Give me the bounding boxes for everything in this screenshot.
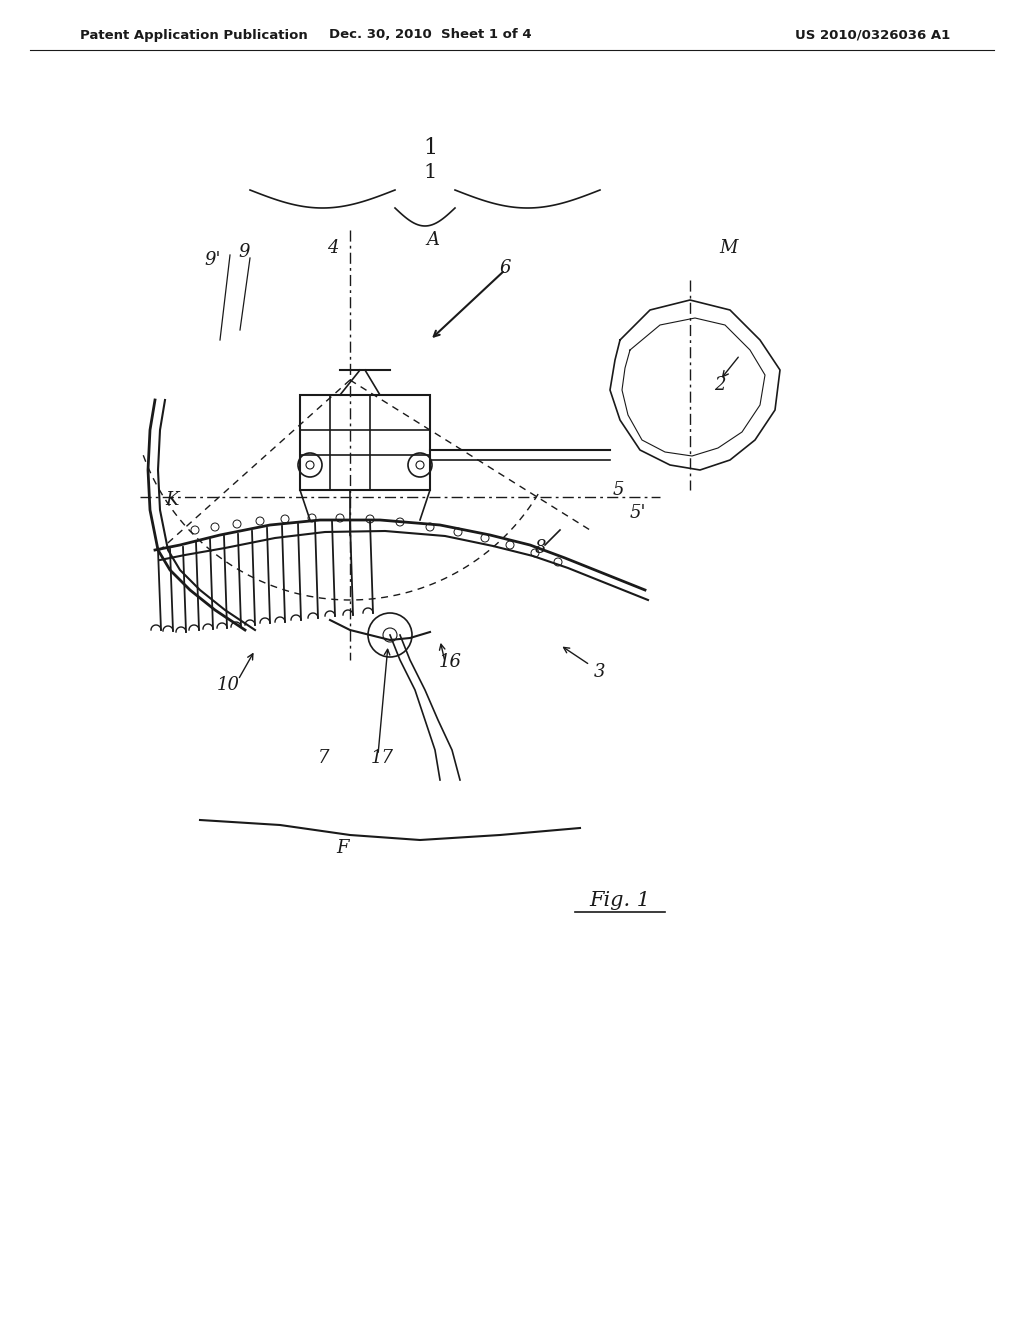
- Text: Patent Application Publication: Patent Application Publication: [80, 29, 308, 41]
- Text: 9: 9: [239, 243, 250, 261]
- Text: Fig. 1: Fig. 1: [590, 891, 650, 909]
- Text: 5: 5: [612, 480, 624, 499]
- Text: 1: 1: [423, 137, 437, 158]
- Text: K: K: [165, 491, 179, 510]
- Text: 5': 5': [630, 504, 646, 521]
- Text: 10: 10: [216, 676, 240, 694]
- Text: 1: 1: [423, 162, 436, 181]
- Text: 7: 7: [318, 748, 330, 767]
- Text: 16: 16: [438, 653, 462, 671]
- Text: 17: 17: [371, 748, 393, 767]
- Text: F: F: [337, 840, 349, 857]
- Text: Dec. 30, 2010  Sheet 1 of 4: Dec. 30, 2010 Sheet 1 of 4: [329, 29, 531, 41]
- Text: 4: 4: [328, 239, 339, 257]
- Bar: [300, 395, 430, 490]
- Text: 6: 6: [500, 259, 511, 277]
- Text: 2: 2: [715, 376, 726, 393]
- Text: 8: 8: [535, 539, 546, 557]
- Text: 9': 9': [205, 251, 221, 269]
- Text: A: A: [427, 231, 439, 249]
- Text: US 2010/0326036 A1: US 2010/0326036 A1: [795, 29, 950, 41]
- Text: 3: 3: [594, 663, 606, 681]
- Text: M: M: [719, 239, 737, 257]
